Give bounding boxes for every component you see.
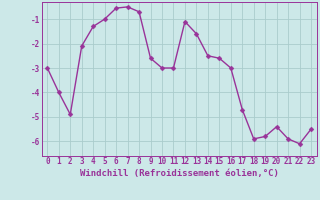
- X-axis label: Windchill (Refroidissement éolien,°C): Windchill (Refroidissement éolien,°C): [80, 169, 279, 178]
